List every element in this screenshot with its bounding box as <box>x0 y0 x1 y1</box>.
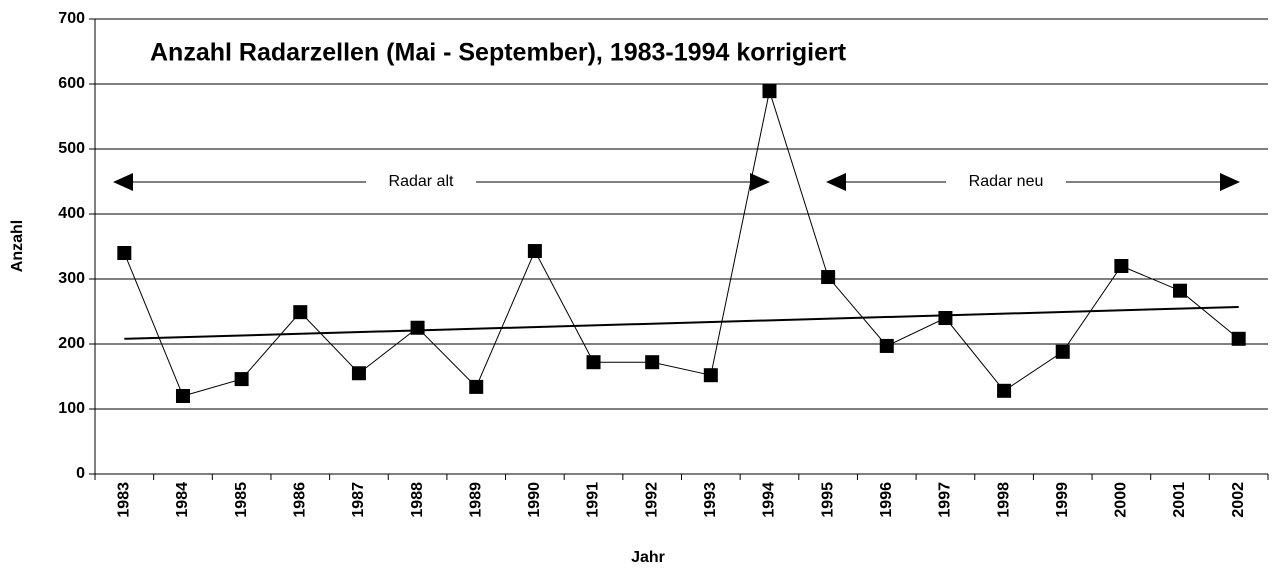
x-tick-label: 1997 <box>937 482 954 518</box>
x-tick-label: 1992 <box>643 482 660 518</box>
marker <box>410 320 425 335</box>
x-tick-label: 2000 <box>1113 482 1130 518</box>
x-tick-label: 1988 <box>409 482 426 518</box>
y-axis-label: Anzahl <box>9 220 26 272</box>
marker <box>1173 283 1188 298</box>
annotation-arrowhead <box>1220 173 1240 191</box>
y-tick-label: 700 <box>58 10 85 27</box>
chart-title: Anzahl Radarzellen (Mai - September), 19… <box>150 39 847 67</box>
x-tick-label: 2002 <box>1230 482 1247 518</box>
x-tick-label: 2001 <box>1171 482 1188 518</box>
x-tick-label: 1987 <box>350 482 367 518</box>
y-tick-label: 300 <box>58 270 85 287</box>
x-tick-label: 1995 <box>819 482 836 518</box>
x-tick-label: 1996 <box>878 482 895 518</box>
y-tick-label: 500 <box>58 140 85 157</box>
marker <box>938 311 953 325</box>
x-axis-label: Jahr <box>631 549 665 566</box>
y-tick-label: 600 <box>58 75 85 92</box>
marker <box>997 383 1012 398</box>
marker <box>821 270 836 285</box>
y-tick-label: 400 <box>58 205 85 222</box>
marker <box>527 244 542 259</box>
marker <box>117 246 132 260</box>
x-tick-label: 1983 <box>116 482 133 518</box>
y-tick-label: 200 <box>58 335 85 352</box>
trendline <box>124 305 1239 340</box>
marker <box>234 372 249 387</box>
x-tick-label: 1993 <box>702 482 719 518</box>
marker <box>1114 259 1129 273</box>
marker <box>586 355 601 370</box>
marker <box>175 389 190 403</box>
x-tick-label: 1989 <box>467 482 484 518</box>
marker <box>293 305 308 320</box>
y-tick-label: 100 <box>58 400 85 417</box>
marker <box>703 368 718 383</box>
annotation-arrowhead <box>826 173 846 191</box>
annotation-arrowhead <box>113 173 133 191</box>
x-tick-label: 1990 <box>526 482 543 518</box>
annotation-bg <box>366 170 476 194</box>
x-tick-label: 1994 <box>761 482 778 518</box>
series-line <box>123 89 1239 397</box>
marker <box>645 355 660 370</box>
marker <box>1055 344 1070 359</box>
x-tick-label: 1985 <box>233 482 250 518</box>
marker <box>762 84 777 99</box>
x-tick-label: 1998 <box>995 482 1012 518</box>
marker <box>351 366 366 381</box>
annotation: Radar neu <box>969 173 1044 190</box>
marker <box>879 338 894 353</box>
x-tick-label: 1991 <box>585 482 602 518</box>
annotation: Radar alt <box>389 173 454 190</box>
marker <box>469 379 484 394</box>
x-tick-label: 1999 <box>1054 482 1071 518</box>
marker <box>1231 331 1246 346</box>
x-tick-label: 1984 <box>174 482 191 518</box>
annotation-bg <box>946 170 1066 194</box>
y-tick-label: 0 <box>76 465 85 482</box>
annotation-arrowhead <box>750 173 770 191</box>
x-tick-label: 1986 <box>291 482 308 518</box>
